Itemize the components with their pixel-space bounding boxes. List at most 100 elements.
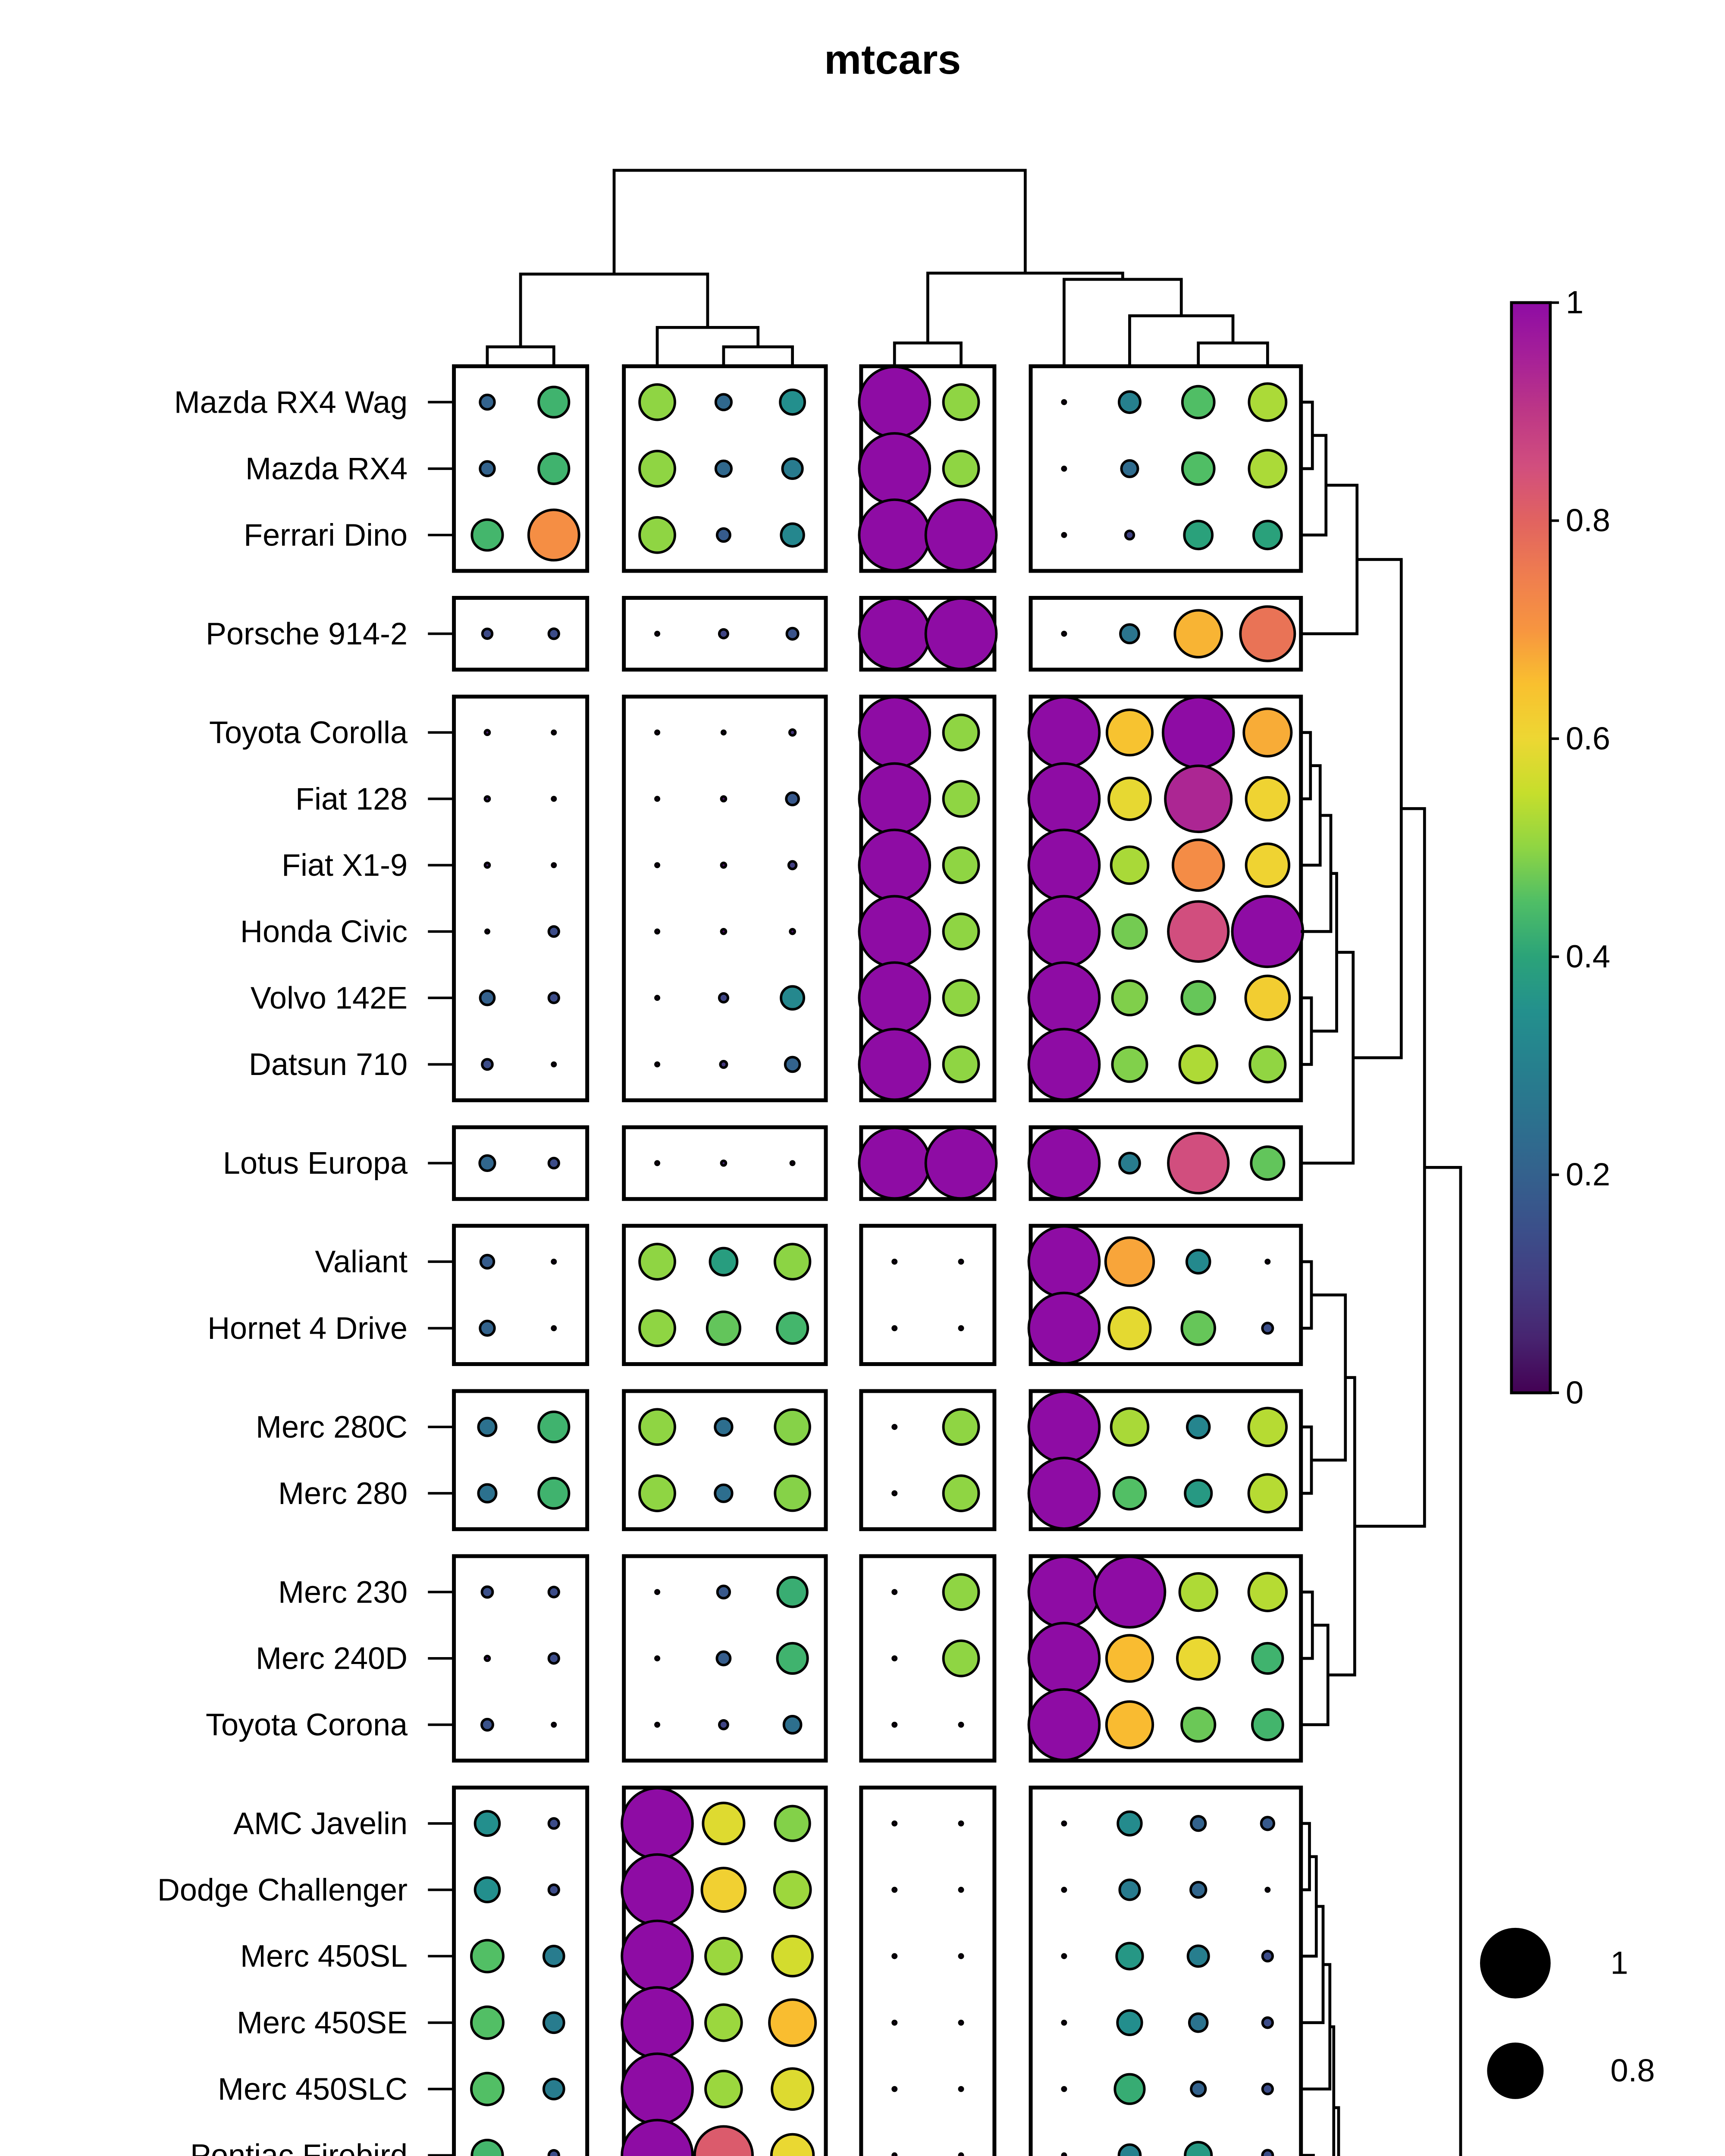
row-dendrogram-link <box>1301 1623 1330 1727</box>
matrix-box <box>452 1224 590 1366</box>
matrix-dot <box>1061 1820 1067 1827</box>
matrix-dot <box>958 1258 964 1265</box>
matrix-dot <box>537 385 571 419</box>
matrix-box <box>452 596 590 672</box>
row-label: Dodge Challenger <box>157 1873 408 1907</box>
matrix-dot <box>704 1937 743 1976</box>
matrix-dot <box>1247 1473 1288 1514</box>
matrix-dot <box>780 522 805 548</box>
row-dendrogram-link <box>1353 558 1403 1059</box>
matrix-dot <box>714 1417 734 1437</box>
matrix-dot <box>785 791 800 806</box>
matrix-dot <box>470 2138 504 2156</box>
matrix-dot <box>483 729 491 736</box>
matrix-dot <box>479 460 496 477</box>
matrix-dot <box>858 365 932 439</box>
matrix-dot <box>924 597 998 671</box>
matrix-dot <box>891 1325 898 1332</box>
matrix-dot <box>891 1953 898 1959</box>
matrix-dot <box>942 713 980 752</box>
row-label: Porsche 914-2 <box>206 617 408 651</box>
matrix-dot <box>958 1887 964 1893</box>
matrix-dot <box>858 597 932 671</box>
colorbar-tick-label: 0.8 <box>1566 502 1610 538</box>
matrix-dot <box>1242 707 1293 758</box>
row-label: Fiat 128 <box>295 782 408 816</box>
matrix-dot <box>470 2071 505 2106</box>
matrix-dot <box>718 1719 729 1730</box>
matrix-box <box>622 596 828 672</box>
matrix-dot <box>1164 765 1233 834</box>
row-label: Datsun 710 <box>249 1047 408 1082</box>
matrix-dot <box>474 1876 501 1903</box>
matrix-box <box>859 694 997 1103</box>
matrix-dot <box>1027 696 1101 769</box>
matrix-dot <box>654 1655 661 1661</box>
colorbar-tick-label: 0.6 <box>1566 721 1610 756</box>
row-label: Merc 280C <box>256 1410 408 1445</box>
matrix-dot <box>1190 1815 1207 1832</box>
row-dendrogram-link <box>1311 872 1338 1033</box>
matrix-box <box>622 1125 828 1201</box>
matrix-dot <box>716 1584 731 1600</box>
matrix-dot <box>527 508 580 562</box>
matrix-dot <box>1167 900 1230 963</box>
matrix-dot <box>1248 448 1288 489</box>
matrix-dot <box>1116 2009 1143 2036</box>
matrix-dot <box>1027 762 1101 836</box>
row-label: Lotus Europa <box>223 1146 408 1181</box>
matrix-dot <box>942 1408 980 1446</box>
matrix-dot <box>942 912 980 951</box>
matrix-dot <box>942 450 980 488</box>
matrix-dot <box>537 452 571 485</box>
matrix-dot <box>858 895 932 968</box>
matrix-dot <box>1027 828 1101 902</box>
matrix-dot <box>654 630 661 637</box>
chart-root: Mazda RX4 Wag Mazda RX4 Ferrari Dino Porsch… <box>157 169 1655 2156</box>
matrix-dot <box>858 961 932 1034</box>
plot-title: mtcars <box>824 36 961 83</box>
matrix-dot <box>891 1258 898 1265</box>
row-dendrogram-link <box>1301 483 1359 636</box>
matrix-dot <box>1185 1249 1211 1275</box>
matrix-dot <box>858 1126 932 1200</box>
matrix-dot <box>858 432 932 505</box>
matrix-dot <box>942 1573 980 1611</box>
row-label: Fiat X1-9 <box>282 848 408 883</box>
matrix-box <box>452 364 590 573</box>
matrix-dot <box>1027 961 1101 1034</box>
matrix-dot <box>1261 2016 1274 2029</box>
matrix-dot <box>483 1655 491 1662</box>
row-label: Valiant <box>315 1245 408 1279</box>
matrix-dot <box>1117 1810 1143 1836</box>
matrix-dot <box>621 1986 694 2059</box>
matrix-dot <box>958 2019 964 2026</box>
matrix-dot <box>1188 2012 1209 2033</box>
matrix-dot <box>1117 2143 1142 2156</box>
matrix-dot <box>1173 609 1223 659</box>
row-label: Hornet 4 Drive <box>207 1311 408 1346</box>
matrix-dot <box>706 1310 741 1346</box>
matrix-dot <box>715 527 731 543</box>
matrix-box <box>452 1554 590 1763</box>
column-dendrogram-link <box>893 341 963 367</box>
matrix-dot <box>481 627 494 640</box>
matrix-dot <box>891 1655 898 1661</box>
matrix-dot <box>481 1058 494 1071</box>
matrix-dot <box>654 796 661 802</box>
matrix-dot <box>1247 1572 1288 1612</box>
matrix-dot <box>1180 1707 1217 1743</box>
matrix-dot <box>1105 1634 1154 1683</box>
matrix-dot <box>1161 696 1235 769</box>
matrix-dot <box>789 1160 796 1166</box>
matrix-dot <box>891 1721 898 1728</box>
matrix-dot <box>1061 1953 1067 1959</box>
matrix-box <box>452 1786 590 2156</box>
size-legend-circle <box>1487 2042 1544 2099</box>
matrix-dot <box>1027 1622 1101 1695</box>
matrix-dot <box>787 860 798 871</box>
matrix-dot <box>1105 708 1154 757</box>
matrix-dot <box>942 1639 980 1677</box>
matrix-dot <box>1239 605 1296 662</box>
